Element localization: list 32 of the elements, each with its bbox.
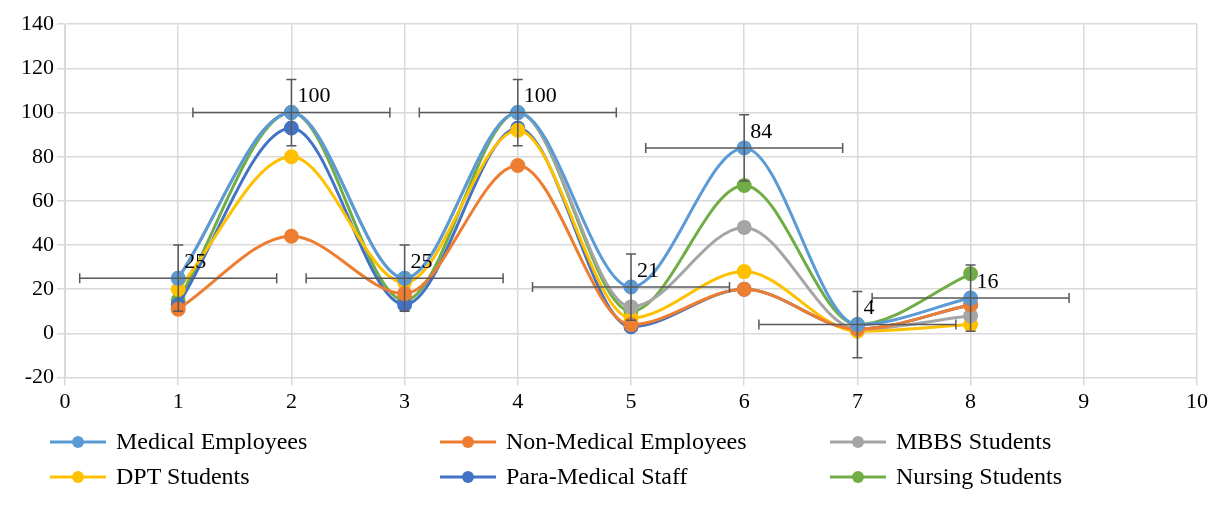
y-tick-label: 80	[32, 142, 54, 168]
data-label: 4	[863, 294, 875, 320]
legend-label: Nursing Students	[896, 463, 1063, 490]
legend-label: Non-Medical Employees	[506, 428, 747, 455]
y-tick-label: 60	[32, 186, 54, 212]
x-tick-label: 9	[1078, 387, 1090, 413]
x-tick-label: 0	[59, 387, 71, 413]
legend-label: Medical Employees	[116, 428, 308, 455]
legend-label: Para-Medical Staff	[506, 463, 688, 490]
y-tick-label: 120	[21, 54, 54, 80]
legend-label: DPT Students	[116, 463, 250, 490]
x-tick-label: 3	[399, 387, 411, 413]
data-label: 84	[750, 117, 773, 143]
x-tick-label: 2	[285, 387, 297, 413]
legend-label: MBBS Students	[896, 428, 1052, 455]
x-tick-label: 4	[512, 387, 524, 413]
y-tick-label: 100	[21, 98, 54, 124]
x-tick-label: 6	[738, 387, 750, 413]
y-tick-label: -20	[24, 363, 54, 389]
y-tick-label: 140	[21, 9, 54, 35]
data-label: 100	[523, 82, 557, 108]
y-tick-label: 40	[32, 230, 54, 256]
x-tick-label: 8	[965, 387, 977, 413]
y-tick-label: 20	[32, 275, 54, 301]
x-tick-label: 5	[625, 387, 637, 413]
data-label: 21	[637, 256, 659, 282]
data-label: 16	[976, 267, 999, 293]
x-tick-label: 7	[851, 387, 863, 413]
x-tick-label: 1	[172, 387, 184, 413]
x-tick-label: 10	[1186, 387, 1208, 413]
data-label: 100	[297, 82, 331, 108]
y-tick-label: 0	[43, 319, 54, 345]
